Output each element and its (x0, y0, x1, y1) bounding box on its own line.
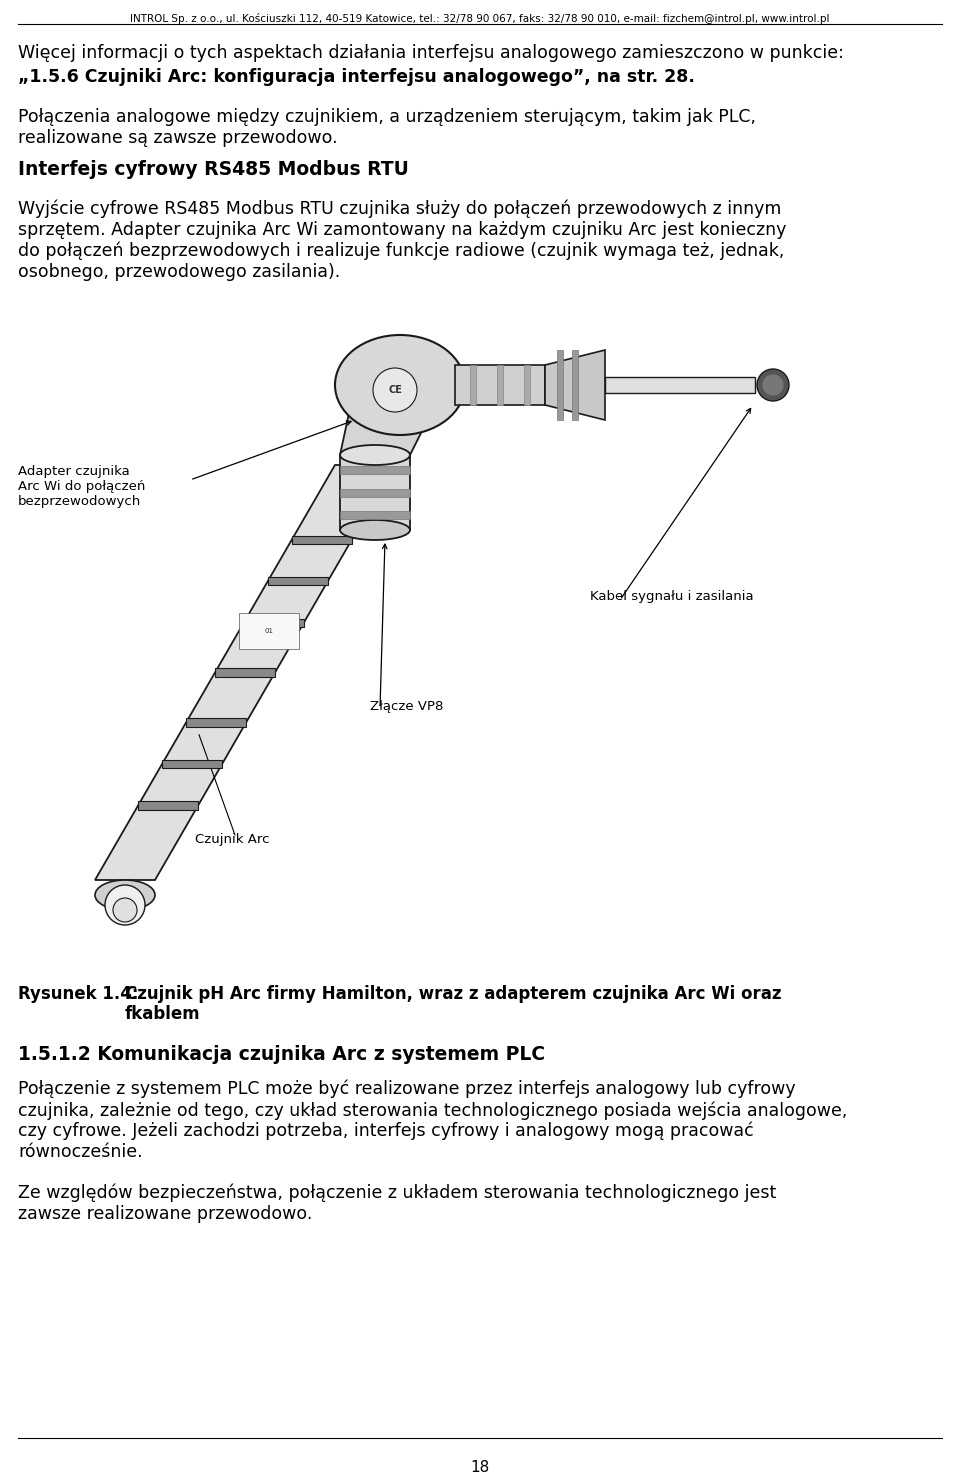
Ellipse shape (340, 445, 410, 465)
Polygon shape (340, 466, 410, 473)
Text: CE: CE (388, 385, 402, 395)
Text: Adapter czujnika: Adapter czujnika (18, 465, 130, 478)
Circle shape (113, 898, 137, 922)
Polygon shape (470, 364, 476, 406)
Text: Interfejs cyfrowy RS485 Modbus RTU: Interfejs cyfrowy RS485 Modbus RTU (18, 159, 409, 178)
Text: zawsze realizowane przewodowo.: zawsze realizowane przewodowo. (18, 1205, 312, 1223)
Text: do połączeń bezprzewodowych i realizuje funkcje radiowe (czujnik wymaga też, jed: do połączeń bezprzewodowych i realizuje … (18, 242, 784, 261)
Polygon shape (340, 385, 445, 454)
Polygon shape (605, 378, 755, 392)
Polygon shape (455, 364, 545, 406)
Polygon shape (215, 668, 275, 677)
Ellipse shape (95, 881, 155, 910)
Text: Połączenia analogowe między czujnikiem, a urządzeniem sterującym, takim jak PLC,: Połączenia analogowe między czujnikiem, … (18, 108, 756, 125)
Polygon shape (162, 760, 222, 768)
Text: INTROL Sp. z o.o., ul. Kościuszki 112, 40-519 Katowice, tel.: 32/78 90 067, faks: INTROL Sp. z o.o., ul. Kościuszki 112, 4… (131, 13, 829, 24)
Text: Kabel sygnału i zasilania: Kabel sygnału i zasilania (590, 590, 754, 603)
Polygon shape (557, 350, 563, 420)
Text: 1.5.1.2 Komunikacja czujnika Arc z systemem PLC: 1.5.1.2 Komunikacja czujnika Arc z syste… (18, 1044, 545, 1063)
Text: czy cyfrowe. Jeżeli zachodzi potrzeba, interfejs cyfrowy i analogowy mogą pracow: czy cyfrowe. Jeżeli zachodzi potrzeba, i… (18, 1122, 754, 1140)
Polygon shape (268, 577, 327, 586)
Text: 18: 18 (470, 1460, 490, 1475)
Circle shape (762, 375, 784, 395)
Text: czujnika, zależnie od tego, czy układ sterowania technologicznego posiada wejści: czujnika, zależnie od tego, czy układ st… (18, 1100, 848, 1120)
Ellipse shape (335, 335, 465, 435)
Text: Więcej informacji o tych aspektach działania interfejsu analogowego zamieszczono: Więcej informacji o tych aspektach dział… (18, 44, 844, 62)
Text: równocześnie.: równocześnie. (18, 1143, 143, 1161)
Polygon shape (524, 364, 530, 406)
Text: Złącze VP8: Złącze VP8 (370, 701, 444, 712)
Text: Rysunek 1.4:: Rysunek 1.4: (18, 985, 138, 1003)
Polygon shape (186, 718, 246, 727)
Polygon shape (497, 364, 503, 406)
Text: fkablem: fkablem (125, 1004, 201, 1024)
Text: Czujnik Arc: Czujnik Arc (195, 833, 270, 847)
Text: sprzętem. Adapter czujnika Arc Wi zamontowany na każdym czujniku Arc jest koniec: sprzętem. Adapter czujnika Arc Wi zamont… (18, 221, 786, 239)
Circle shape (757, 369, 789, 401)
Polygon shape (340, 454, 410, 530)
Text: Połączenie z systemem PLC może być realizowane przez interfejs analogowy lub cyf: Połączenie z systemem PLC może być reali… (18, 1080, 796, 1099)
Polygon shape (340, 488, 410, 497)
Ellipse shape (340, 521, 410, 540)
Polygon shape (340, 510, 410, 519)
Text: „1.5.6 Czujniki Arc: konfiguracja interfejsu analogowego”, na str. 28.: „1.5.6 Czujniki Arc: konfiguracja interf… (18, 68, 695, 86)
Text: 01: 01 (265, 628, 274, 634)
Polygon shape (244, 618, 303, 627)
Text: osobnego, przewodowego zasilania).: osobnego, przewodowego zasilania). (18, 263, 340, 282)
Circle shape (373, 367, 417, 412)
Text: Czujnik pH Arc firmy Hamilton, wraz z adapterem czujnika Arc Wi oraz: Czujnik pH Arc firmy Hamilton, wraz z ad… (125, 985, 781, 1003)
Text: bezprzewodowych: bezprzewodowych (18, 496, 141, 507)
Polygon shape (572, 350, 578, 420)
Polygon shape (95, 465, 395, 881)
Text: Arc Wi do połączeń: Arc Wi do połączeń (18, 479, 145, 493)
Polygon shape (292, 535, 351, 544)
Text: realizowane są zawsze przewodowo.: realizowane są zawsze przewodowo. (18, 128, 338, 148)
Circle shape (105, 885, 145, 925)
Polygon shape (545, 350, 605, 420)
Polygon shape (138, 801, 198, 810)
Text: Ze względów bezpieczeństwa, połączenie z układem sterowania technologicznego jes: Ze względów bezpieczeństwa, połączenie z… (18, 1184, 777, 1202)
Text: Wyjście cyfrowe RS485 Modbus RTU czujnika służy do połączeń przewodowych z innym: Wyjście cyfrowe RS485 Modbus RTU czujnik… (18, 201, 781, 218)
Polygon shape (239, 614, 299, 649)
